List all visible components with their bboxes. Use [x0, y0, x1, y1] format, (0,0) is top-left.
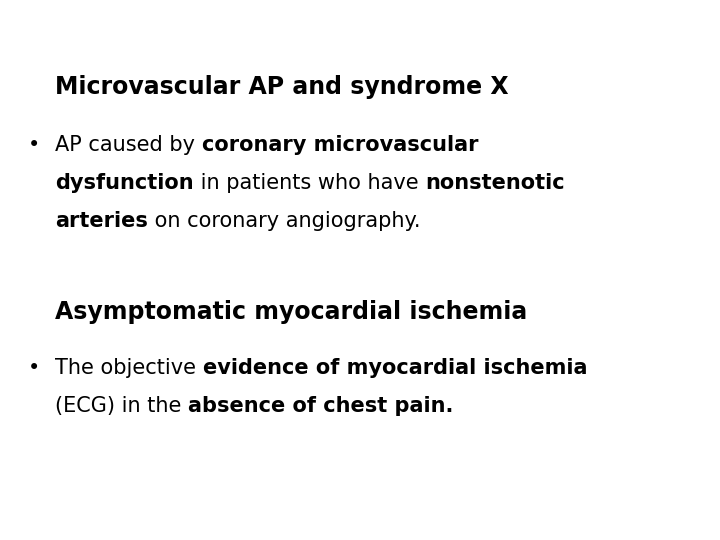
Text: (ECG) in the: (ECG) in the — [55, 396, 188, 416]
Text: AP caused by: AP caused by — [55, 135, 202, 155]
Text: arteries: arteries — [55, 211, 148, 231]
Text: The objective: The objective — [55, 358, 202, 378]
Text: nonstenotic: nonstenotic — [425, 173, 564, 193]
Text: in patients who have: in patients who have — [194, 173, 425, 193]
Text: on coronary angiography.: on coronary angiography. — [148, 211, 420, 231]
Text: •: • — [28, 358, 40, 378]
Text: coronary microvascular: coronary microvascular — [202, 135, 478, 155]
Text: evidence of myocardial ischemia: evidence of myocardial ischemia — [202, 358, 587, 378]
Text: absence of chest pain.: absence of chest pain. — [188, 396, 454, 416]
Text: Microvascular AP and syndrome X: Microvascular AP and syndrome X — [55, 75, 508, 99]
Text: Asymptomatic myocardial ischemia: Asymptomatic myocardial ischemia — [55, 300, 527, 324]
Text: dysfunction: dysfunction — [55, 173, 194, 193]
Text: •: • — [28, 135, 40, 155]
